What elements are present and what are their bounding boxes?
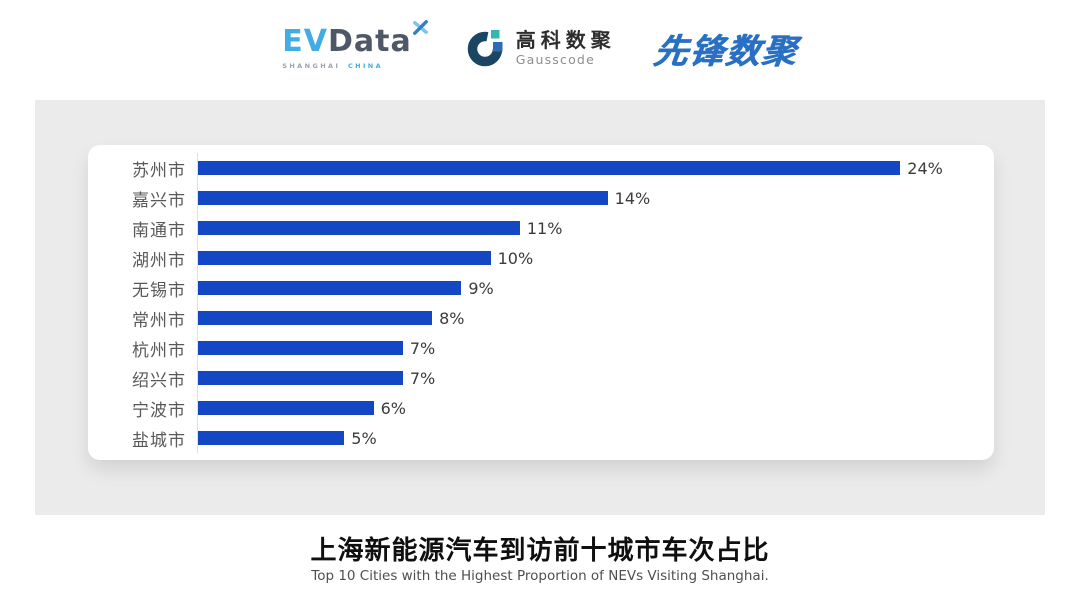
logo-header: EVData SHANGHAI CHINA 高科数聚 Gausscode 先锋 [0, 16, 1080, 80]
value-label: 8% [439, 308, 465, 328]
bar [198, 371, 403, 385]
category-label: 南通市 [132, 220, 186, 241]
bar-track: 6% [197, 393, 974, 423]
chart-row: 常州市 8% [88, 303, 974, 333]
gausscode-g-icon [467, 30, 503, 67]
evdata-wordmark: EVData [282, 23, 412, 59]
evdata-subtext-china: CHINA [347, 61, 384, 70]
evdata-ev-text: EV [282, 23, 328, 59]
chart-row: 南通市 11% [88, 213, 974, 243]
bar-track: 9% [197, 273, 974, 303]
evdata-logo: EVData SHANGHAI CHINA [282, 19, 428, 70]
bar [198, 251, 491, 265]
evdata-subtext-shanghai: SHANGHAI [282, 61, 341, 70]
chart-row: 嘉兴市 14% [88, 183, 974, 213]
category-label: 盐城市 [132, 430, 186, 451]
gausscode-cn-name: 高科数聚 [515, 28, 616, 52]
bar-track: 7% [197, 363, 974, 393]
category-label: 嘉兴市 [132, 190, 186, 211]
bar-track: 24% [197, 153, 974, 183]
chart-row: 宁波市 6% [88, 393, 974, 423]
bar-track: 11% [197, 213, 974, 243]
value-label: 6% [380, 398, 406, 418]
bar-track: 5% [197, 423, 974, 453]
bar-track: 10% [197, 243, 974, 273]
bar-track: 14% [197, 183, 974, 213]
chart-rows: 苏州市 24% 嘉兴市 14% 南通市 11% 湖州市 10% 无锡市 9% 常州市 8% 杭州市 7% 绍… [88, 153, 974, 453]
bar [198, 311, 433, 325]
chart-title: 上海新能源汽车到访前十城市车次占比 [310, 536, 770, 566]
evdata-spark-icon [412, 19, 428, 35]
value-label: 7% [409, 368, 436, 388]
chart-card: 苏州市 24% 嘉兴市 14% 南通市 11% 湖州市 10% 无锡市 9% 常州市 8% 杭州市 7% 绍… [88, 145, 994, 460]
evdata-subtext: SHANGHAI CHINA [282, 62, 411, 70]
category-label: 苏州市 [132, 160, 186, 181]
bar-chart: 苏州市 24% 嘉兴市 14% 南通市 11% 湖州市 10% 无锡市 9% 常州市 8% 杭州市 7% 绍… [88, 153, 974, 453]
bar-track: 7% [197, 333, 974, 363]
bar [198, 161, 901, 175]
bar [198, 401, 374, 415]
gausscode-en-name: Gausscode [515, 52, 595, 67]
value-label: 10% [497, 248, 534, 268]
bar [198, 221, 520, 235]
chart-row: 无锡市 9% [88, 273, 974, 303]
bar-track: 8% [197, 303, 974, 333]
chart-row: 湖州市 10% [88, 243, 974, 273]
category-label: 杭州市 [132, 340, 186, 361]
value-label: 11% [526, 218, 563, 238]
value-label: 9% [468, 278, 494, 298]
category-label: 常州市 [132, 310, 186, 331]
value-label: 5% [351, 428, 377, 448]
bar [198, 281, 462, 295]
category-label: 宁波市 [132, 400, 186, 421]
bar [198, 431, 345, 445]
value-label: 7% [409, 338, 436, 358]
chart-row: 苏州市 24% [88, 153, 974, 183]
chart-subtitle: Top 10 Cities with the Highest Proportio… [311, 568, 769, 584]
value-label: 24% [907, 158, 943, 178]
evdata-data-text: Data [327, 23, 412, 59]
chart-row: 杭州市 7% [88, 333, 974, 363]
chart-row: 绍兴市 7% [88, 363, 974, 393]
bar [198, 341, 403, 355]
gausscode-text: 高科数聚 Gausscode [516, 29, 616, 67]
category-label: 无锡市 [132, 280, 186, 301]
chart-panel: 苏州市 24% 嘉兴市 14% 南通市 11% 湖州市 10% 无锡市 9% 常州市 8% 杭州市 7% 绍… [35, 100, 1045, 515]
category-label: 湖州市 [132, 250, 186, 271]
value-label: 14% [614, 188, 651, 208]
xianfeng-logo: 先锋数聚 [650, 31, 800, 72]
category-label: 绍兴市 [132, 370, 186, 391]
bar [198, 191, 608, 205]
gausscode-logo: 高科数聚 Gausscode [466, 28, 616, 68]
chart-row: 盐城市 5% [88, 423, 974, 453]
